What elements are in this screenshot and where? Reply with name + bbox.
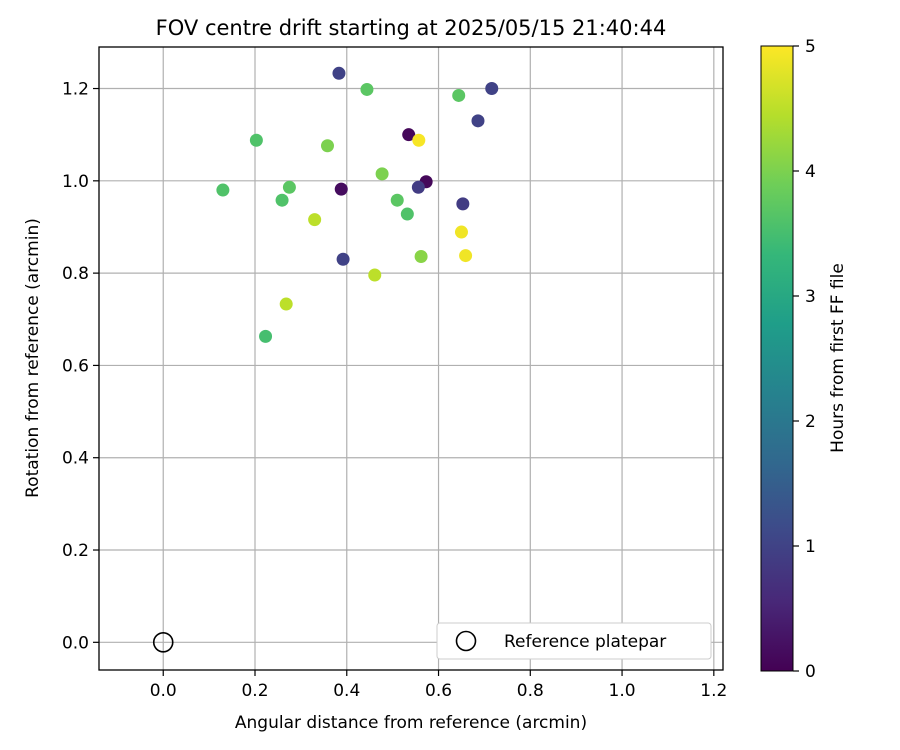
legend-box bbox=[436, 622, 712, 660]
scatter-point bbox=[400, 207, 414, 221]
x-axis-ticks: 0.0 0.2 0.4 0.6 0.8 1.0 1.2 bbox=[150, 670, 727, 701]
y-tick-label: 1.0 bbox=[62, 172, 89, 192]
x-tick-label: 0.6 bbox=[425, 681, 452, 701]
scatter-point bbox=[412, 133, 426, 147]
colorbar-tick-label: 3 bbox=[805, 287, 816, 307]
colorbar-ticks: 0 1 2 3 4 5 bbox=[793, 37, 816, 682]
colorbar-label: Hours from first FF file bbox=[828, 263, 848, 453]
chart-title: FOV centre drift starting at 2025/05/15 … bbox=[156, 16, 667, 40]
scatter-point bbox=[320, 139, 334, 153]
x-axis-label: Angular distance from reference (arcmin) bbox=[235, 713, 587, 733]
x-tick-label: 0.8 bbox=[517, 681, 544, 701]
y-tick-label: 0.2 bbox=[62, 541, 89, 561]
scatter-point bbox=[414, 250, 428, 264]
scatter-point bbox=[334, 182, 348, 196]
scatter-point bbox=[360, 82, 374, 96]
legend-label: Reference platepar bbox=[504, 632, 666, 652]
reference-layer bbox=[152, 632, 174, 653]
y-tick-label: 0.8 bbox=[62, 264, 89, 284]
x-tick-label: 1.0 bbox=[609, 681, 636, 701]
scatter-point bbox=[452, 88, 466, 102]
colorbar-tick-label: 1 bbox=[805, 537, 816, 557]
scatter-point bbox=[282, 180, 296, 194]
plot-frame bbox=[98, 46, 724, 671]
grid bbox=[99, 47, 723, 670]
scatter-point bbox=[411, 180, 425, 194]
scatter-point bbox=[275, 193, 289, 207]
y-axis-label: Rotation from reference (arcmin) bbox=[23, 218, 43, 498]
scatter-point bbox=[332, 66, 346, 80]
y-axis-ticks: 0.0 0.2 0.4 0.6 0.8 1.0 1.2 bbox=[62, 80, 99, 653]
colorbar-tick-label: 4 bbox=[805, 162, 816, 182]
colorbar-tick-label: 0 bbox=[805, 662, 816, 682]
scatter-point bbox=[459, 249, 473, 263]
colorbar-tick-label: 5 bbox=[805, 37, 816, 57]
colorbar-tick-label: 2 bbox=[805, 412, 816, 432]
y-tick-label: 1.2 bbox=[62, 80, 89, 100]
y-tick-label: 0.6 bbox=[62, 356, 89, 376]
scatter-point bbox=[375, 167, 389, 181]
scatter-point bbox=[336, 252, 350, 266]
scatter-point bbox=[471, 114, 485, 128]
scatter-point bbox=[216, 183, 230, 197]
colorbar: 0 1 2 3 4 5 Hours from first FF file bbox=[760, 37, 848, 682]
legend: Reference platepar bbox=[436, 622, 712, 660]
scatter-point bbox=[456, 197, 470, 211]
scatter-point bbox=[368, 268, 382, 282]
scatter-point bbox=[259, 329, 273, 343]
x-tick-label: 0.4 bbox=[333, 681, 360, 701]
y-tick-label: 0.0 bbox=[62, 633, 89, 653]
colorbar-bar bbox=[760, 45, 794, 672]
x-tick-label: 0.2 bbox=[241, 681, 268, 701]
legend-hollow-circle-marker bbox=[455, 630, 477, 652]
x-tick-label: 0.0 bbox=[150, 681, 177, 701]
x-tick-label: 1.2 bbox=[700, 681, 727, 701]
y-tick-label: 0.4 bbox=[62, 449, 89, 469]
scatter-point bbox=[249, 133, 263, 147]
reference-platepar-marker bbox=[152, 632, 174, 653]
scatter-point bbox=[485, 82, 499, 96]
scatter-point bbox=[308, 213, 322, 227]
scatter-point bbox=[279, 297, 293, 311]
scatter-points bbox=[216, 66, 499, 343]
scatter-point bbox=[454, 225, 468, 239]
scatter-point bbox=[402, 128, 416, 142]
scatter-point bbox=[390, 193, 404, 207]
